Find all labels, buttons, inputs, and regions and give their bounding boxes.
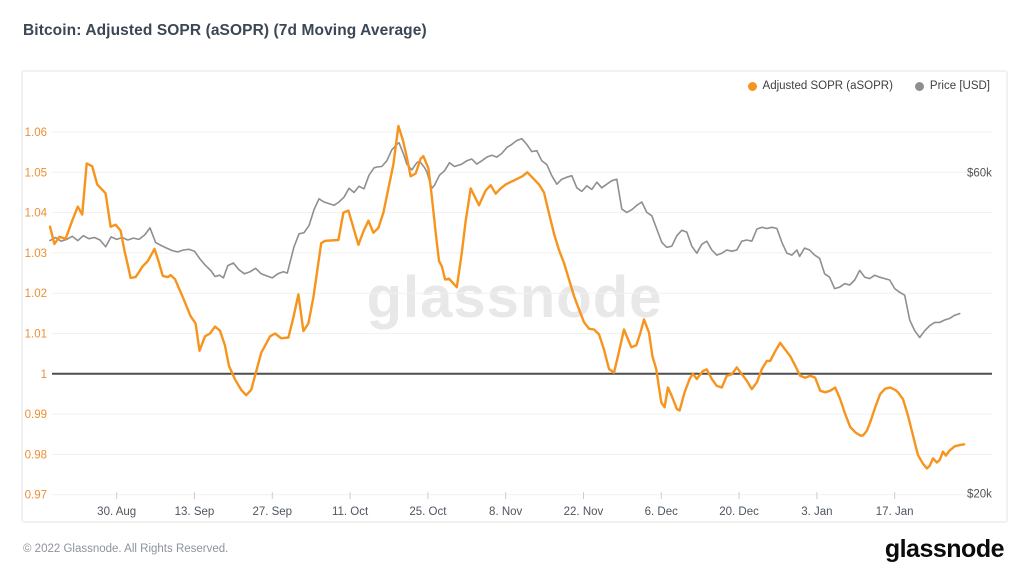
x-tick-label: 22. Nov — [564, 506, 604, 518]
y-right-tick-label: $60k — [967, 167, 992, 179]
price-line — [49, 137, 961, 339]
y-left-tick-label: 0.97 — [25, 490, 47, 502]
page-title: Bitcoin: Adjusted SOPR (aSOPR) (7d Movin… — [23, 22, 427, 39]
chart-card: Adjusted SOPR (aSOPR) Price [USD] glassn… — [21, 70, 1008, 523]
asopr-line — [48, 124, 966, 470]
x-tick-label: 8. Nov — [489, 506, 522, 518]
copyright-text: © 2022 Glassnode. All Rights Reserved. — [23, 543, 229, 555]
y-left-tick-label: 1.06 — [25, 127, 47, 139]
y-left-tick-label: 1.04 — [25, 208, 48, 220]
x-tick-label: 13. Sep — [175, 506, 215, 518]
legend-label-asopr: Adjusted SOPR (aSOPR) — [762, 80, 893, 92]
legend-label-price: Price [USD] — [929, 80, 990, 92]
x-tick-label: 6. Dec — [645, 506, 678, 518]
x-tick-label: 17. Jan — [876, 506, 914, 518]
y-left-tick-label: 0.99 — [25, 409, 47, 421]
legend-item-price[interactable]: Price [USD] — [914, 80, 990, 92]
x-tick-label: 30. Aug — [97, 506, 136, 518]
x-tick-label: 27. Sep — [252, 506, 292, 518]
x-tick-label: 20. Dec — [719, 506, 759, 518]
y-left-tick-label: 0.98 — [25, 449, 47, 461]
legend-item-asopr[interactable]: Adjusted SOPR (aSOPR) — [747, 80, 893, 92]
y-left-tick-label: 1.01 — [25, 329, 47, 341]
x-tick-label: 11. Oct — [332, 506, 369, 518]
y-left-tick-label: 1 — [41, 369, 47, 381]
y-left-tick-label: 1.02 — [25, 288, 47, 300]
glassnode-logo: glassnode — [884, 535, 1005, 563]
y-left-tick-label: 1.03 — [25, 248, 47, 260]
x-tick-label: 25. Oct — [409, 506, 447, 518]
x-tick-label: 3. Jan — [801, 506, 832, 518]
legend-marker-asopr-icon — [747, 81, 757, 91]
glassnode-watermark: glassnode — [366, 265, 663, 330]
chart-legend: Adjusted SOPR (aSOPR) Price [USD] — [747, 80, 990, 92]
chart-plot-area[interactable]: 1.06 1.05 1.04 1.03 1.02 1.01 1 0.99 0.98 0.97 $60… — [23, 72, 1006, 521]
y-right-tick-label: $20k — [967, 488, 992, 500]
legend-marker-price-icon — [914, 81, 924, 91]
y-left-tick-label: 1.05 — [25, 167, 47, 179]
